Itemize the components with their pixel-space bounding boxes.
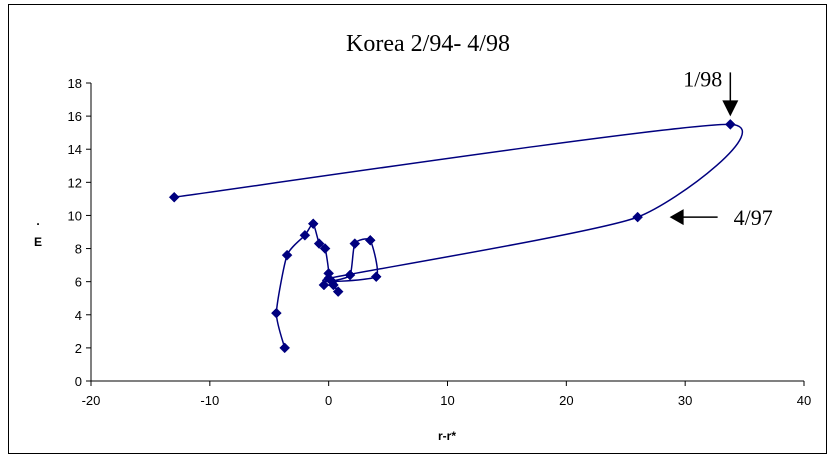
annotation-label: 1/98: [683, 66, 722, 91]
y-tick-label: 0: [75, 374, 82, 389]
y-tick-label: 16: [68, 109, 82, 124]
data-point-marker: [344, 269, 356, 281]
data-point-marker: [279, 342, 291, 354]
data-point-marker: [632, 211, 643, 223]
data-point-marker: [724, 119, 736, 130]
x-tick-label: 20: [559, 393, 573, 408]
data-point-marker: [323, 273, 335, 284]
data-point-marker: [168, 191, 180, 203]
data-point-marker: [349, 238, 361, 249]
plot-area: [90, 83, 804, 382]
axis-ticks: 0 2 4 6 8 10 12 14 16 18 -20 -10 0 10 20 30 40: [68, 76, 812, 408]
x-tick-label: -10: [200, 393, 219, 408]
data-point-marker: [299, 229, 311, 241]
data-point-marker: [307, 218, 319, 230]
data-point-marker: [281, 249, 293, 261]
data-point-marker: [313, 238, 325, 249]
data-point-marker: [318, 279, 330, 291]
y-tick-label: 8: [75, 242, 82, 257]
y-tick-label: 2: [75, 341, 82, 356]
data-point-marker: [319, 243, 331, 254]
data-point-marker: [370, 271, 382, 283]
series-line: [174, 123, 744, 349]
y-tick-label: 10: [68, 208, 82, 223]
annotation-arrow-head: [722, 100, 739, 117]
data-point-marker: [332, 286, 344, 297]
annotation-arrow-head: [669, 209, 684, 226]
y-tick-label: 4: [75, 308, 82, 323]
y-tick-label: 14: [68, 142, 82, 157]
x-tick-label: -20: [82, 393, 101, 408]
chart-frame: [8, 4, 827, 454]
y-tick-label: 18: [68, 76, 82, 91]
data-point-marker: [271, 307, 282, 319]
y-tick-label: 6: [75, 275, 82, 290]
y-axis-title: E: [34, 235, 42, 249]
x-tick-label: 10: [440, 393, 454, 408]
series-group: [168, 119, 744, 354]
chart-title: Korea 2/94- 4/98: [346, 31, 510, 57]
data-point-marker: [364, 234, 376, 246]
x-tick-label: 0: [325, 393, 332, 408]
x-tick-label: 40: [797, 393, 811, 408]
y-tick-label: 12: [68, 175, 82, 190]
annotation-label: 4/97: [734, 205, 773, 230]
x-tick-label: 30: [678, 393, 692, 408]
annotations: 1/98 4/97: [669, 66, 773, 230]
x-axis-title: r-r*: [438, 429, 456, 443]
y-axis-title-prefix: .: [36, 214, 39, 228]
